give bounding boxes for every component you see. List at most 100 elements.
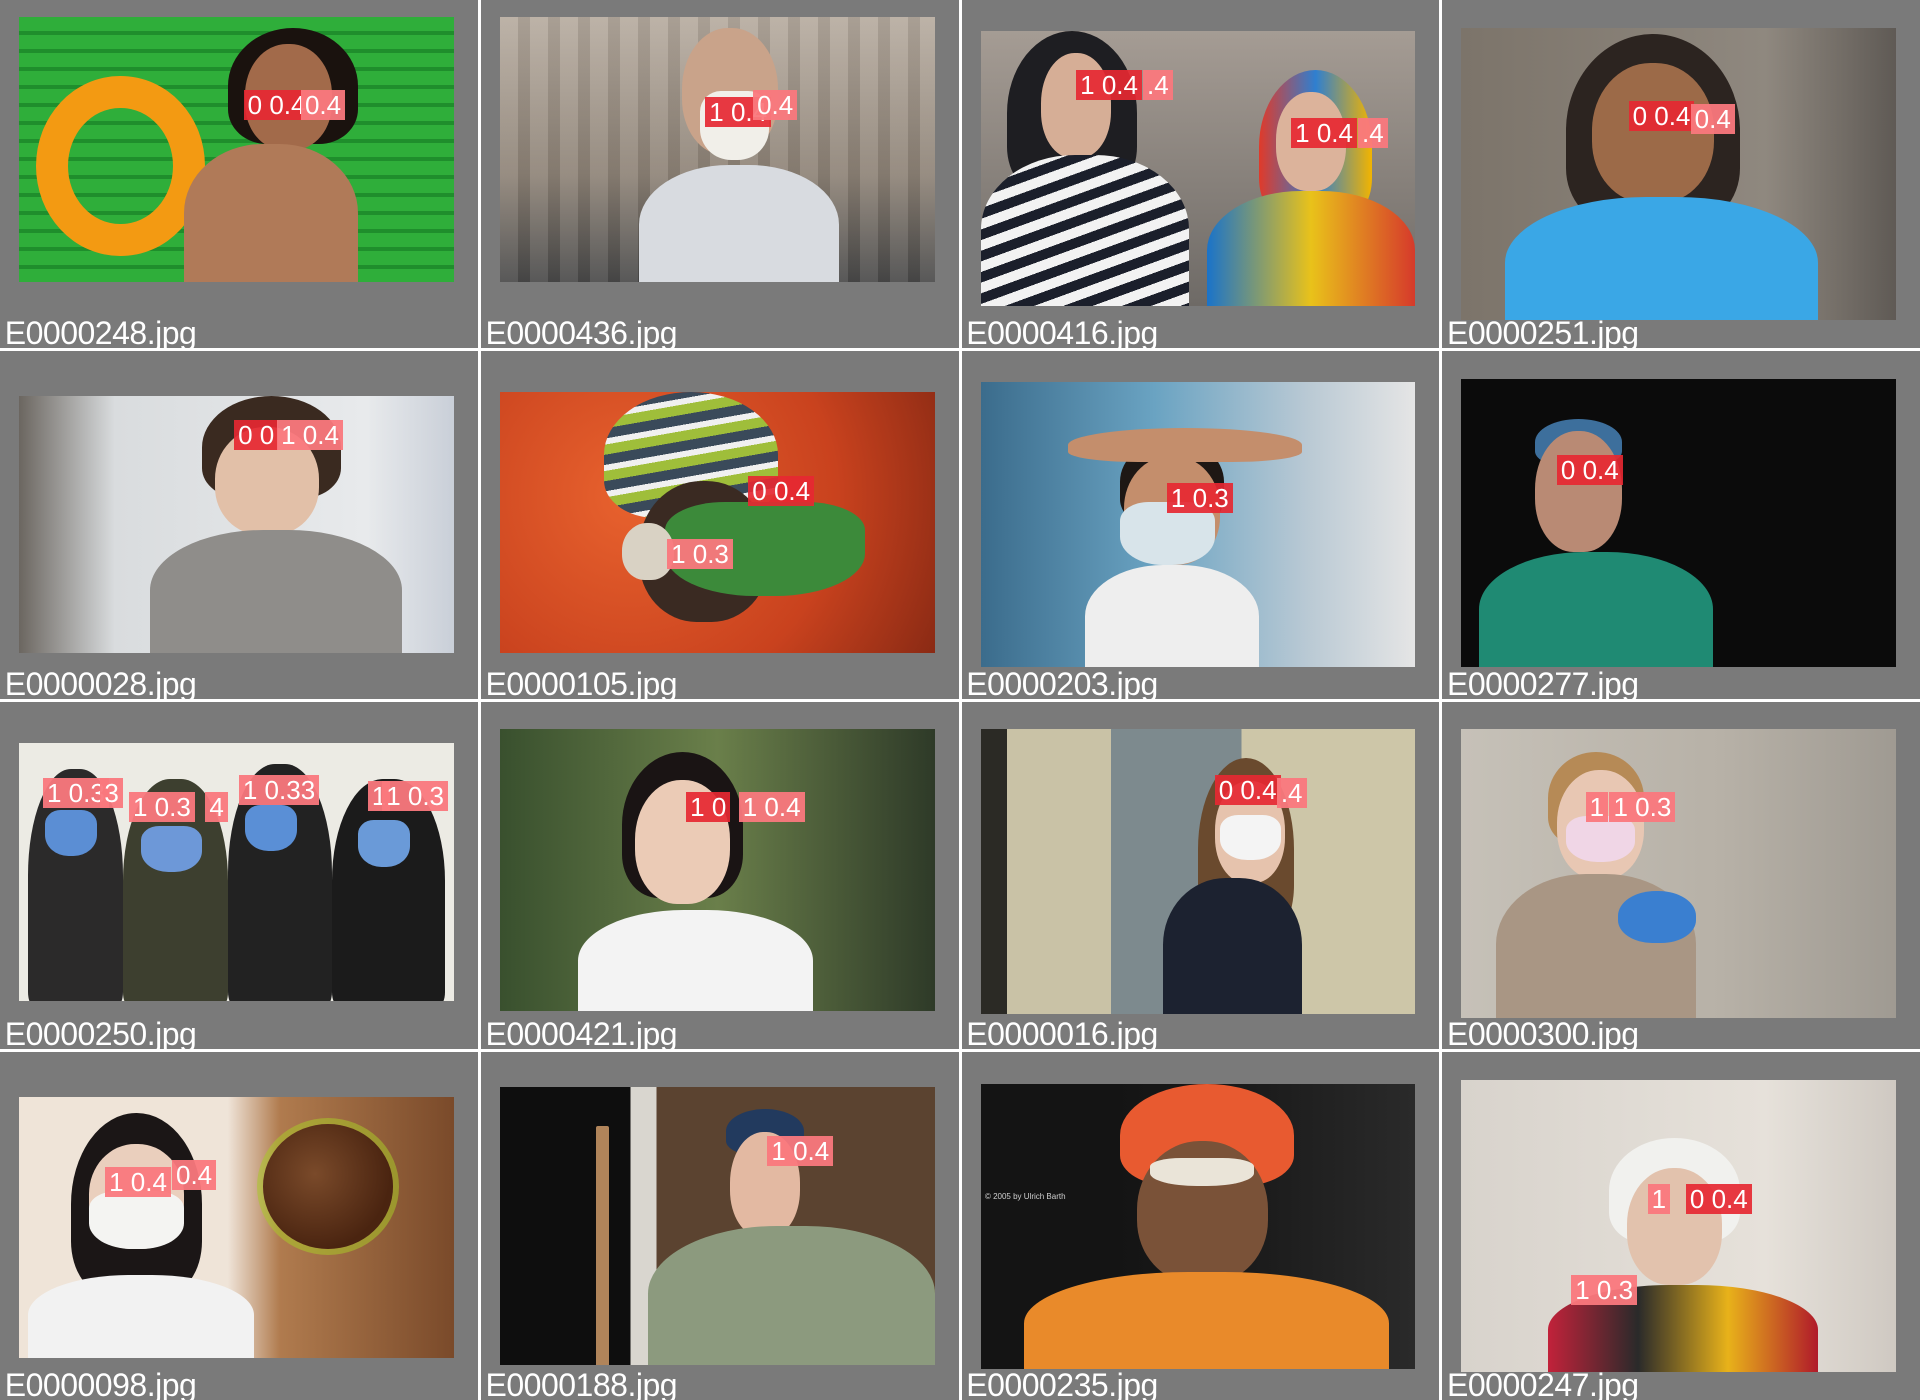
- face-mask: [45, 810, 98, 857]
- thumbnail-image[interactable]: [19, 17, 454, 282]
- filename-label: E0000300.jpg: [1447, 1016, 1639, 1050]
- thumbnail-tile[interactable]: 1 1 0.3 E0000300.jpg: [1442, 701, 1920, 1050]
- face-mask: [1565, 815, 1636, 863]
- detection-label: 1 0.33: [238, 774, 320, 805]
- filename-label: E0000028.jpg: [4, 665, 197, 699]
- detection-label: 1 0.4: [277, 420, 343, 451]
- detection-label: 1 0.3: [1166, 482, 1233, 513]
- spear: [595, 1125, 609, 1366]
- thumbnail-image[interactable]: [1461, 378, 1897, 668]
- thumbnail-tile[interactable]: 1 0.4 .4 1 0.4 .4 E0000416.jpg: [961, 0, 1440, 348]
- detection-label: 0.4: [1690, 104, 1735, 135]
- detection-label: 1 0.3: [1609, 791, 1676, 822]
- filename-label: E0000277.jpg: [1447, 665, 1639, 699]
- filename-label: E0000098.jpg: [4, 1367, 197, 1400]
- detection-label: 1: [1585, 791, 1609, 822]
- thumbnail-tile[interactable]: 1 0.3 3 1 0.3 4 1 0.33 1 1 0.3 E0000250.…: [0, 701, 478, 1050]
- thumbnail-tile[interactable]: 0 0.4 .4 E0000016.jpg: [961, 701, 1440, 1050]
- face-paint: [1150, 1157, 1255, 1187]
- filename-label: E0000105.jpg: [485, 665, 678, 699]
- thumbnail-image[interactable]: [19, 1097, 454, 1359]
- person-body: [980, 154, 1190, 307]
- virus-graphic: [262, 1123, 393, 1249]
- detection-label: 1 0.4: [767, 1135, 834, 1166]
- thumbnail-tile[interactable]: 1 0.4 0.4 E0000098.jpg: [0, 1052, 478, 1400]
- detection-label: 0 0.4: [1556, 455, 1623, 486]
- thumbnail-image[interactable]: © 2005 by Ulrich Barth: [980, 1083, 1416, 1369]
- gloved-hand: [1617, 890, 1697, 943]
- thumbnail-tile[interactable]: 0 0.4 0.4 E0000251.jpg: [1442, 0, 1920, 348]
- thumbnail-tile[interactable]: 0 0 1 0.4 E0000028.jpg: [0, 350, 478, 699]
- detection-label: 1 0.4: [1076, 69, 1142, 100]
- person-body: [1024, 1271, 1390, 1369]
- filename-label: E0000016.jpg: [966, 1016, 1158, 1050]
- detection-label: 0 0.4: [748, 475, 815, 506]
- detection-label: 1 0: [686, 791, 731, 822]
- detection-label: 0.4: [753, 90, 798, 121]
- headphone: [621, 522, 674, 581]
- detection-label: 0 0.4: [1214, 774, 1281, 805]
- thumbnail-tile[interactable]: 1 0 0.4 1 0.3 E0000247.jpg: [1442, 1052, 1920, 1400]
- watermark-text: © 2005 by Ulrich Barth: [984, 1191, 1066, 1201]
- filename-label: E0000248.jpg: [4, 314, 197, 348]
- thumbnail-tile[interactable]: 1 0 1 0.4 E0000421.jpg: [480, 701, 959, 1050]
- face-mask: [358, 820, 411, 867]
- thumbnail-image[interactable]: [499, 17, 935, 282]
- detection-label: .4: [1276, 778, 1307, 808]
- person-body: [638, 165, 839, 282]
- detection-label: 1: [1647, 1184, 1671, 1215]
- thumbnail-image[interactable]: [980, 382, 1416, 668]
- detection-label: 0 0: [234, 420, 279, 451]
- thumbnail-tile[interactable]: 0 0.4 0.4 E0000248.jpg: [0, 0, 478, 348]
- thumbnail-tile[interactable]: 1 0.4 E0000188.jpg: [480, 1052, 959, 1400]
- detection-label: 1 0.3: [382, 781, 449, 812]
- person-body: [578, 909, 813, 1011]
- thumbnail-image[interactable]: [1461, 729, 1897, 1018]
- face-mask: [140, 825, 202, 872]
- thumbnail-tile[interactable]: 0 0.4 E0000277.jpg: [1442, 350, 1920, 699]
- person-body: [149, 529, 402, 654]
- person-body: [1084, 564, 1259, 668]
- thumbnail-tile[interactable]: 0 0.4 1 0.3 E0000105.jpg: [480, 350, 959, 699]
- detection-label: 1 0.4: [1291, 118, 1357, 149]
- detection-label: 1 0.3: [128, 791, 195, 822]
- face-mask: [245, 804, 298, 852]
- filename-label: E0000250.jpg: [4, 1016, 197, 1050]
- filename-label: E0000188.jpg: [485, 1367, 678, 1400]
- thumbnail-image[interactable]: [1461, 1080, 1897, 1373]
- detection-label: 4: [205, 791, 228, 822]
- person-body: [1478, 551, 1714, 668]
- filename-label: E0000203.jpg: [966, 665, 1158, 699]
- thumbnail-image[interactable]: [980, 31, 1416, 307]
- thumbnail-image[interactable]: [499, 729, 935, 1011]
- thumbnail-image[interactable]: [980, 729, 1416, 1015]
- person-body: [1504, 197, 1818, 320]
- detection-label: .4: [1143, 69, 1173, 100]
- detection-label: 1 0.3: [1571, 1274, 1638, 1305]
- detection-label: 0 0.4: [243, 90, 310, 121]
- thumbnail-tile[interactable]: 1 0.4 0.4 E0000436.jpg: [480, 0, 959, 348]
- detection-label: 1 0.4: [738, 791, 805, 822]
- thumbnail-image[interactable]: [499, 392, 935, 654]
- thumbnail-image[interactable]: [1461, 27, 1897, 320]
- detection-label: 1 0.3: [667, 538, 733, 569]
- person-body: [27, 1274, 254, 1359]
- detection-label: 0 0.4: [1628, 100, 1695, 131]
- detection-label: .4: [1358, 118, 1388, 149]
- detection-label: 0.4: [171, 1160, 217, 1191]
- person-4: [332, 779, 446, 1001]
- filename-label: E0000235.jpg: [966, 1367, 1158, 1400]
- face-mask: [1219, 814, 1281, 861]
- detection-label: 0 0.4: [1685, 1184, 1752, 1215]
- detection-label: 1 0.3: [42, 778, 109, 808]
- raised-arms: [1067, 427, 1303, 462]
- person-body: [184, 144, 359, 282]
- detection-label: 3: [100, 778, 123, 808]
- filename-label: E0000421.jpg: [485, 1016, 678, 1050]
- thumbnail-tile[interactable]: © 2005 by Ulrich Barth E0000235.jpg: [961, 1052, 1440, 1400]
- filename-label: E0000436.jpg: [485, 314, 678, 348]
- thumbnail-image[interactable]: [499, 1087, 935, 1366]
- thumbnail-tile[interactable]: 1 0.3 E0000203.jpg: [961, 350, 1440, 699]
- filename-label: E0000251.jpg: [1447, 314, 1639, 348]
